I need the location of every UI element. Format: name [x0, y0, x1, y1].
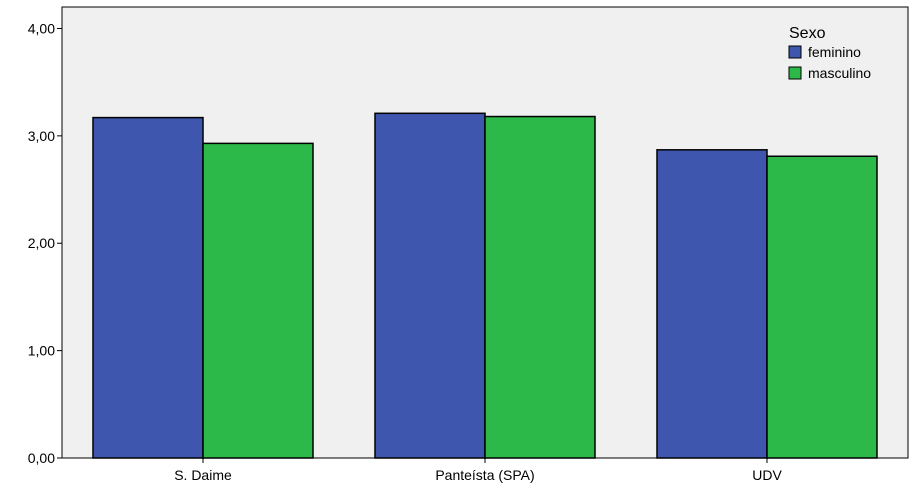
y-tick-label: 1,00 [28, 343, 55, 359]
bar-feminino-0 [92, 116, 204, 459]
bars-group [92, 112, 878, 459]
legend-label-feminino: feminino [808, 44, 861, 60]
y-tick-label: 3,00 [28, 128, 55, 144]
y-axis: 0,00 1,00 2,00 3,00 4,00 [28, 20, 62, 466]
legend: Sexo feminino masculino [788, 25, 871, 81]
x-category-label: Panteísta (SPA) [435, 467, 534, 483]
bar-feminino-1 [374, 112, 486, 459]
x-category-label: UDV [752, 467, 782, 483]
legend-label-masculino: masculino [808, 65, 871, 81]
bar-masculino-2 [766, 155, 878, 459]
legend-swatch-masculino [788, 66, 802, 80]
x-axis: S. Daime Panteísta (SPA) UDV [174, 458, 782, 483]
bar-masculino-1 [484, 115, 596, 459]
y-tick-label: 4,00 [28, 20, 55, 36]
x-category-label: S. Daime [174, 467, 232, 483]
y-tick-label: 0,00 [28, 450, 55, 466]
y-tick-label: 2,00 [28, 235, 55, 251]
bar-feminino-2 [656, 149, 768, 459]
legend-swatch-feminino [788, 45, 802, 59]
legend-title: Sexo [789, 25, 826, 42]
bar-masculino-0 [202, 142, 314, 459]
